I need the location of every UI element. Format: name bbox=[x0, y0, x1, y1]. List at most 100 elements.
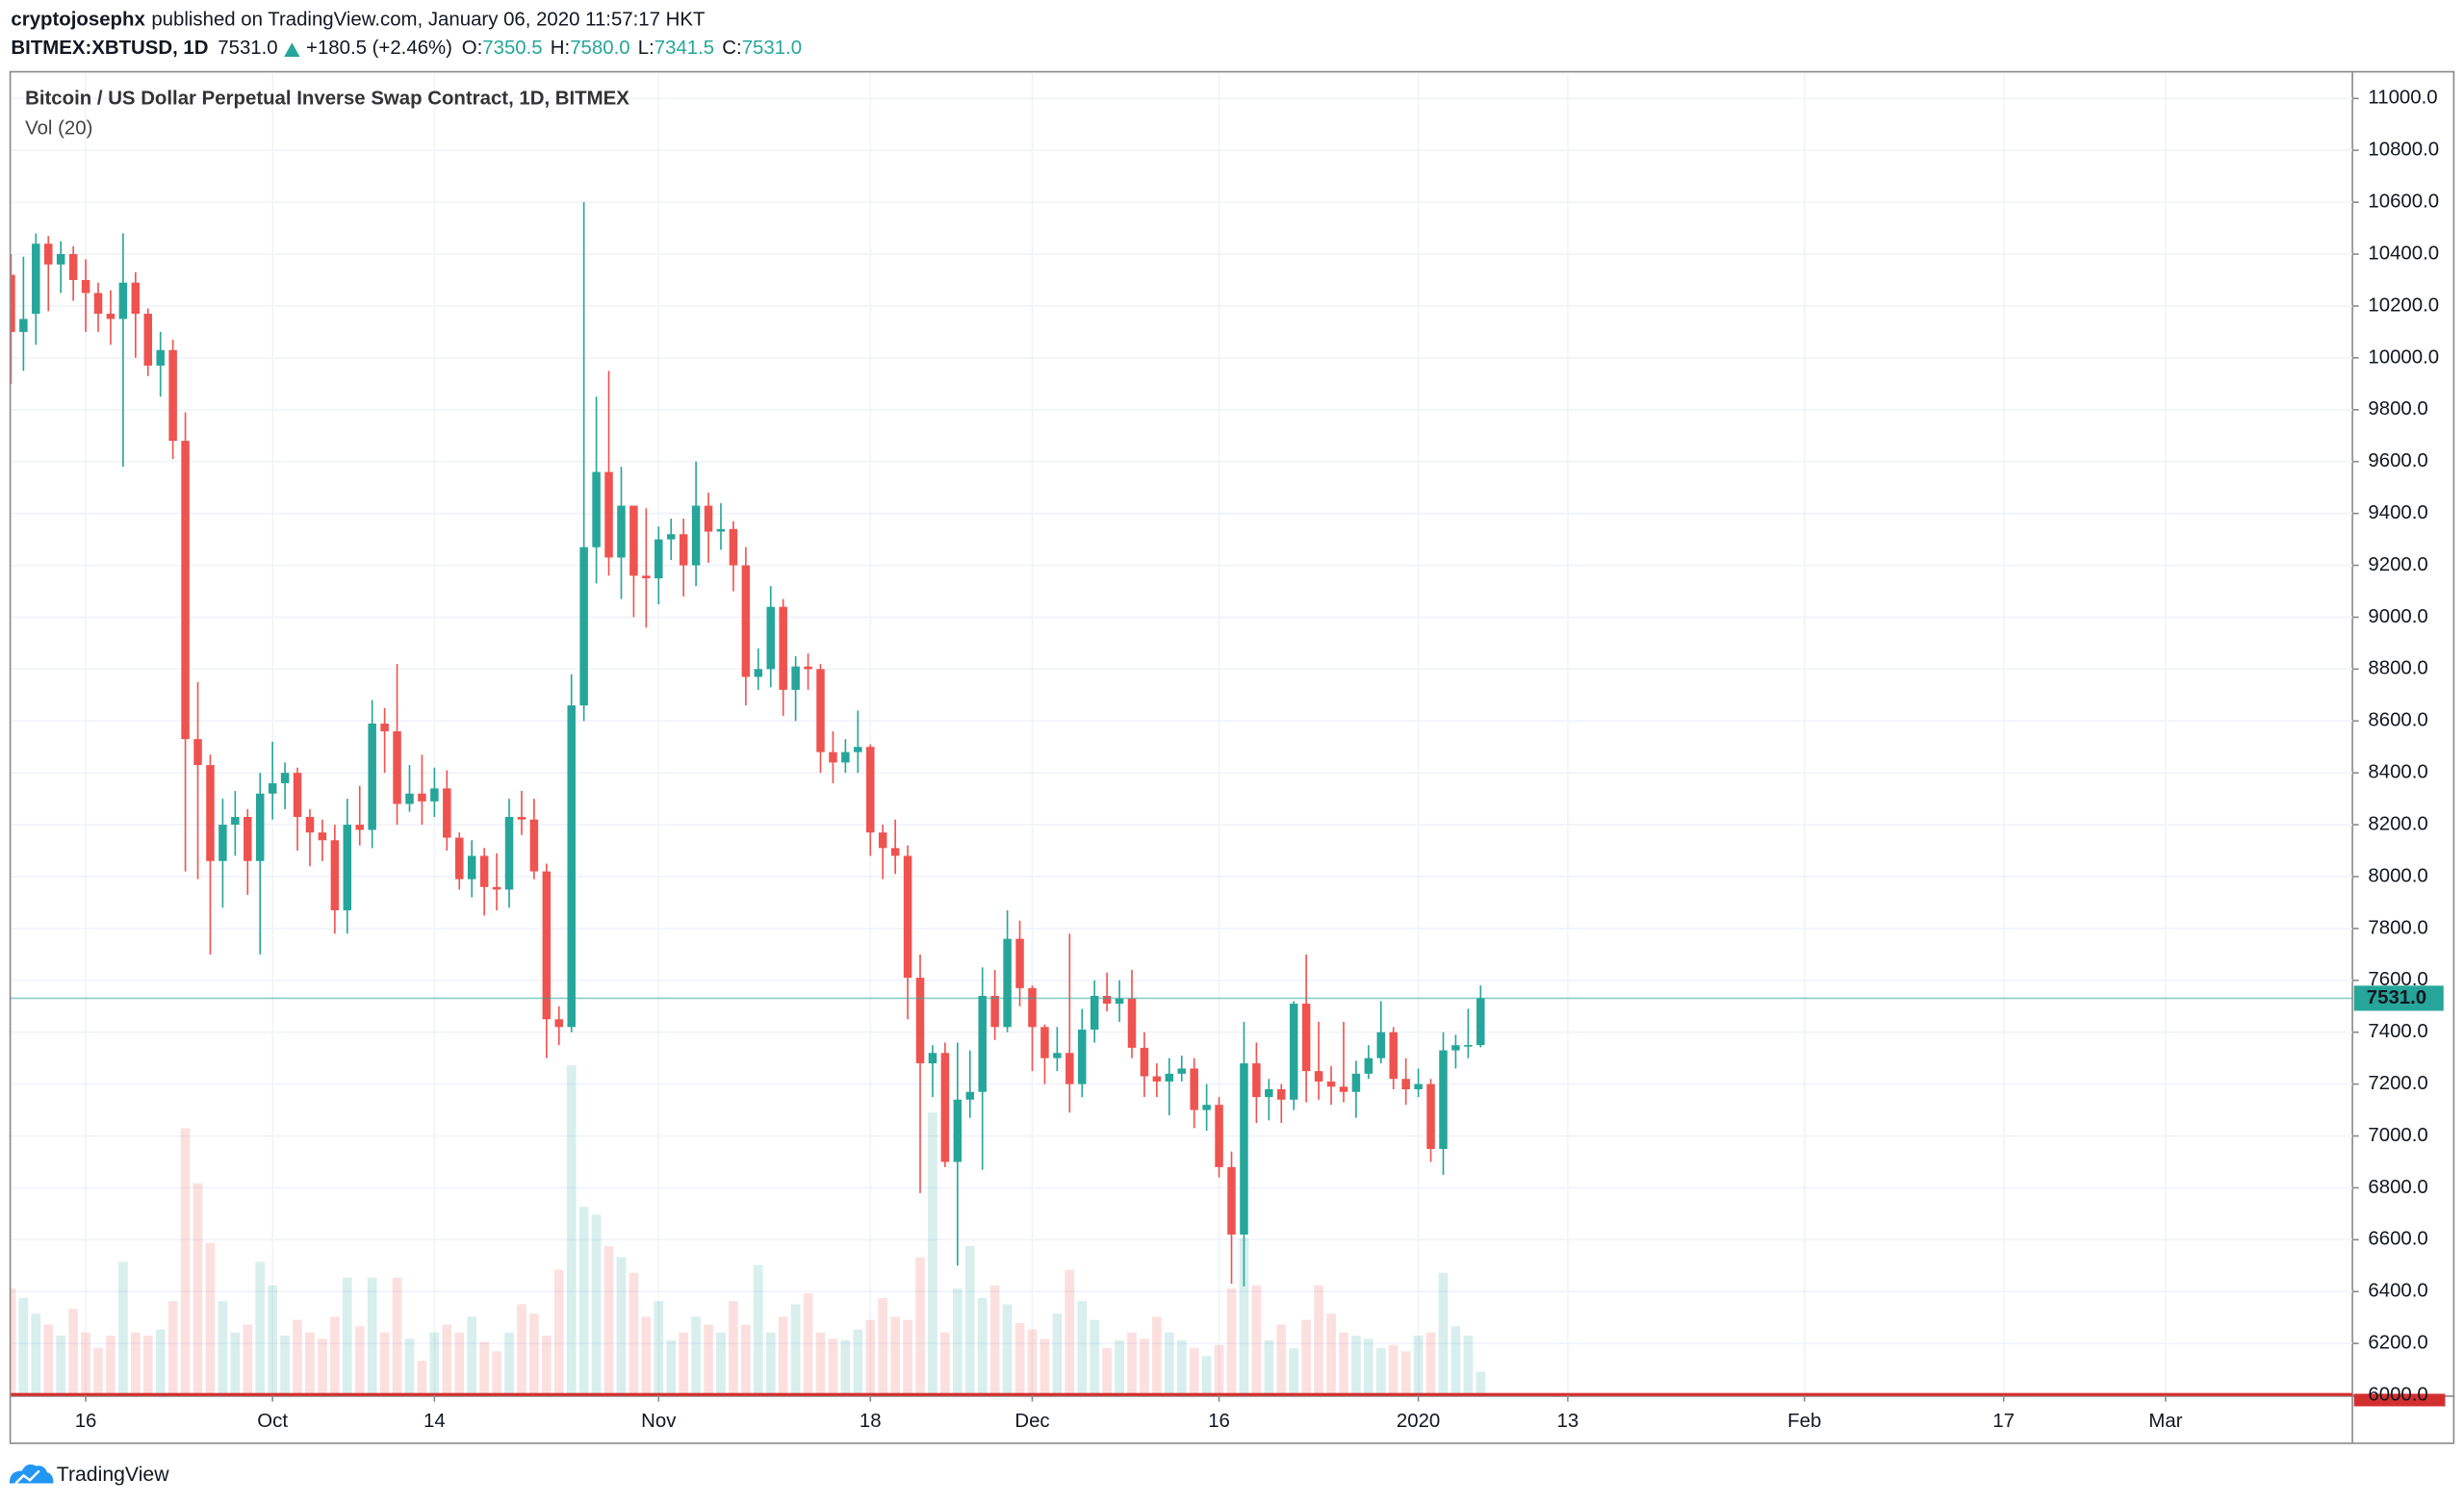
candle-body bbox=[1426, 1083, 1435, 1150]
candle-body bbox=[492, 886, 501, 890]
ohlc-value: 7341.5 bbox=[654, 38, 714, 59]
y-tick-label: 8800.0 bbox=[2368, 658, 2427, 679]
volume-bar bbox=[1152, 1316, 1162, 1396]
candle-body bbox=[1376, 1032, 1386, 1058]
y-tick-label: 8000.0 bbox=[2368, 865, 2427, 886]
volume-bar bbox=[167, 1301, 178, 1396]
y-tick-label: 10400.0 bbox=[2368, 242, 2439, 264]
volume-bar bbox=[1351, 1336, 1361, 1396]
candle-body bbox=[1102, 995, 1112, 1005]
volume-bar bbox=[1052, 1313, 1063, 1396]
tradingview-logo bbox=[9, 1464, 54, 1485]
volume-bar bbox=[492, 1351, 501, 1396]
candle-body bbox=[393, 731, 401, 804]
candle-body bbox=[32, 243, 40, 315]
volume-bar bbox=[778, 1316, 788, 1396]
volume-bar bbox=[1339, 1332, 1348, 1396]
volume-bar bbox=[293, 1319, 302, 1396]
volume-bar bbox=[1102, 1348, 1112, 1396]
volume-bar bbox=[741, 1324, 751, 1396]
volume-bar bbox=[1127, 1332, 1137, 1396]
candle-body bbox=[666, 534, 676, 540]
volume-bar bbox=[753, 1264, 763, 1396]
volume-bar bbox=[853, 1329, 863, 1396]
volume-bar bbox=[940, 1332, 950, 1396]
ohlc-key: L: bbox=[638, 38, 654, 59]
volume-bar bbox=[68, 1309, 78, 1396]
candle-body bbox=[1065, 1053, 1074, 1084]
volume-bar bbox=[93, 1348, 103, 1396]
volume-bar bbox=[268, 1285, 278, 1396]
volume-bar bbox=[1314, 1285, 1323, 1396]
volume-bar bbox=[1301, 1319, 1312, 1396]
candle-body bbox=[218, 825, 227, 861]
candle-body bbox=[1115, 998, 1124, 1005]
candle-body bbox=[990, 995, 999, 1028]
volume-bar bbox=[928, 1112, 937, 1396]
chart-title: Bitcoin / US Dollar Perpetual Inverse Sw… bbox=[25, 89, 629, 110]
volume-bar bbox=[729, 1301, 738, 1396]
volume-bar bbox=[130, 1332, 141, 1396]
change: +180.5 (+2.46%) bbox=[306, 38, 452, 59]
volume-bar bbox=[553, 1269, 564, 1396]
candle-body bbox=[330, 840, 340, 911]
author: cryptojosephx bbox=[11, 10, 145, 31]
volume-bar bbox=[218, 1301, 228, 1396]
y-tick-label: 10800.0 bbox=[2368, 140, 2439, 161]
candle-body bbox=[1177, 1068, 1186, 1074]
candle-body bbox=[1202, 1105, 1211, 1110]
candle-body bbox=[268, 782, 277, 794]
candle-body bbox=[68, 254, 78, 281]
ohlc-key: C: bbox=[722, 38, 741, 59]
volume-bar bbox=[467, 1316, 477, 1396]
volume-bar bbox=[379, 1332, 390, 1396]
x-tick-label: 18 bbox=[860, 1411, 882, 1432]
candle-body bbox=[1077, 1030, 1087, 1084]
volume-bar bbox=[1077, 1301, 1088, 1396]
candle-body bbox=[791, 666, 800, 690]
candle-body bbox=[554, 1019, 564, 1028]
candle-body bbox=[168, 349, 177, 442]
candle-body bbox=[56, 254, 65, 265]
candle-body bbox=[443, 788, 451, 838]
volume-bar bbox=[1189, 1348, 1199, 1396]
volume-bar bbox=[828, 1338, 838, 1396]
candle-body bbox=[1190, 1068, 1198, 1110]
volume-bar bbox=[1413, 1336, 1424, 1396]
volume-bar bbox=[977, 1297, 988, 1396]
y-tick-label: 7400.0 bbox=[2368, 1021, 2427, 1042]
candle-body bbox=[343, 825, 352, 911]
candle-body bbox=[11, 274, 15, 332]
volume-bar bbox=[1463, 1336, 1474, 1396]
candle-body bbox=[1476, 998, 1485, 1046]
y-tick-label: 6800.0 bbox=[2368, 1177, 2427, 1198]
y-tick-label: 6200.0 bbox=[2368, 1333, 2427, 1354]
y-tick-label: 10000.0 bbox=[2368, 346, 2439, 368]
volume-bar bbox=[666, 1339, 677, 1396]
volume-bar bbox=[716, 1332, 726, 1396]
candle-body bbox=[430, 788, 439, 802]
volume-bar bbox=[529, 1313, 539, 1396]
x-tick-label: Dec bbox=[1014, 1411, 1049, 1432]
candle-body bbox=[1015, 938, 1024, 988]
candle-body bbox=[368, 723, 376, 830]
candle-body bbox=[567, 705, 576, 1028]
y-tick-label: 7200.0 bbox=[2368, 1073, 2427, 1094]
y-tick-label: 9000.0 bbox=[2368, 606, 2427, 627]
volume-bar bbox=[1115, 1339, 1124, 1396]
candle-body bbox=[455, 837, 464, 879]
candle-body bbox=[854, 747, 862, 752]
candle-body bbox=[231, 816, 240, 826]
volume-bar bbox=[691, 1316, 701, 1396]
candle-body bbox=[928, 1053, 937, 1064]
y-tick-label: 9600.0 bbox=[2368, 450, 2427, 472]
candle-body bbox=[280, 773, 290, 783]
volume-bar bbox=[1176, 1339, 1187, 1396]
y-tick-label: 9200.0 bbox=[2368, 554, 2427, 575]
candle-body bbox=[19, 319, 28, 332]
y-tick-label: 6600.0 bbox=[2368, 1229, 2427, 1250]
candle-body bbox=[44, 243, 53, 265]
volume-bar bbox=[1388, 1344, 1399, 1396]
volume-bar bbox=[541, 1336, 552, 1396]
volume-bar bbox=[903, 1319, 912, 1396]
